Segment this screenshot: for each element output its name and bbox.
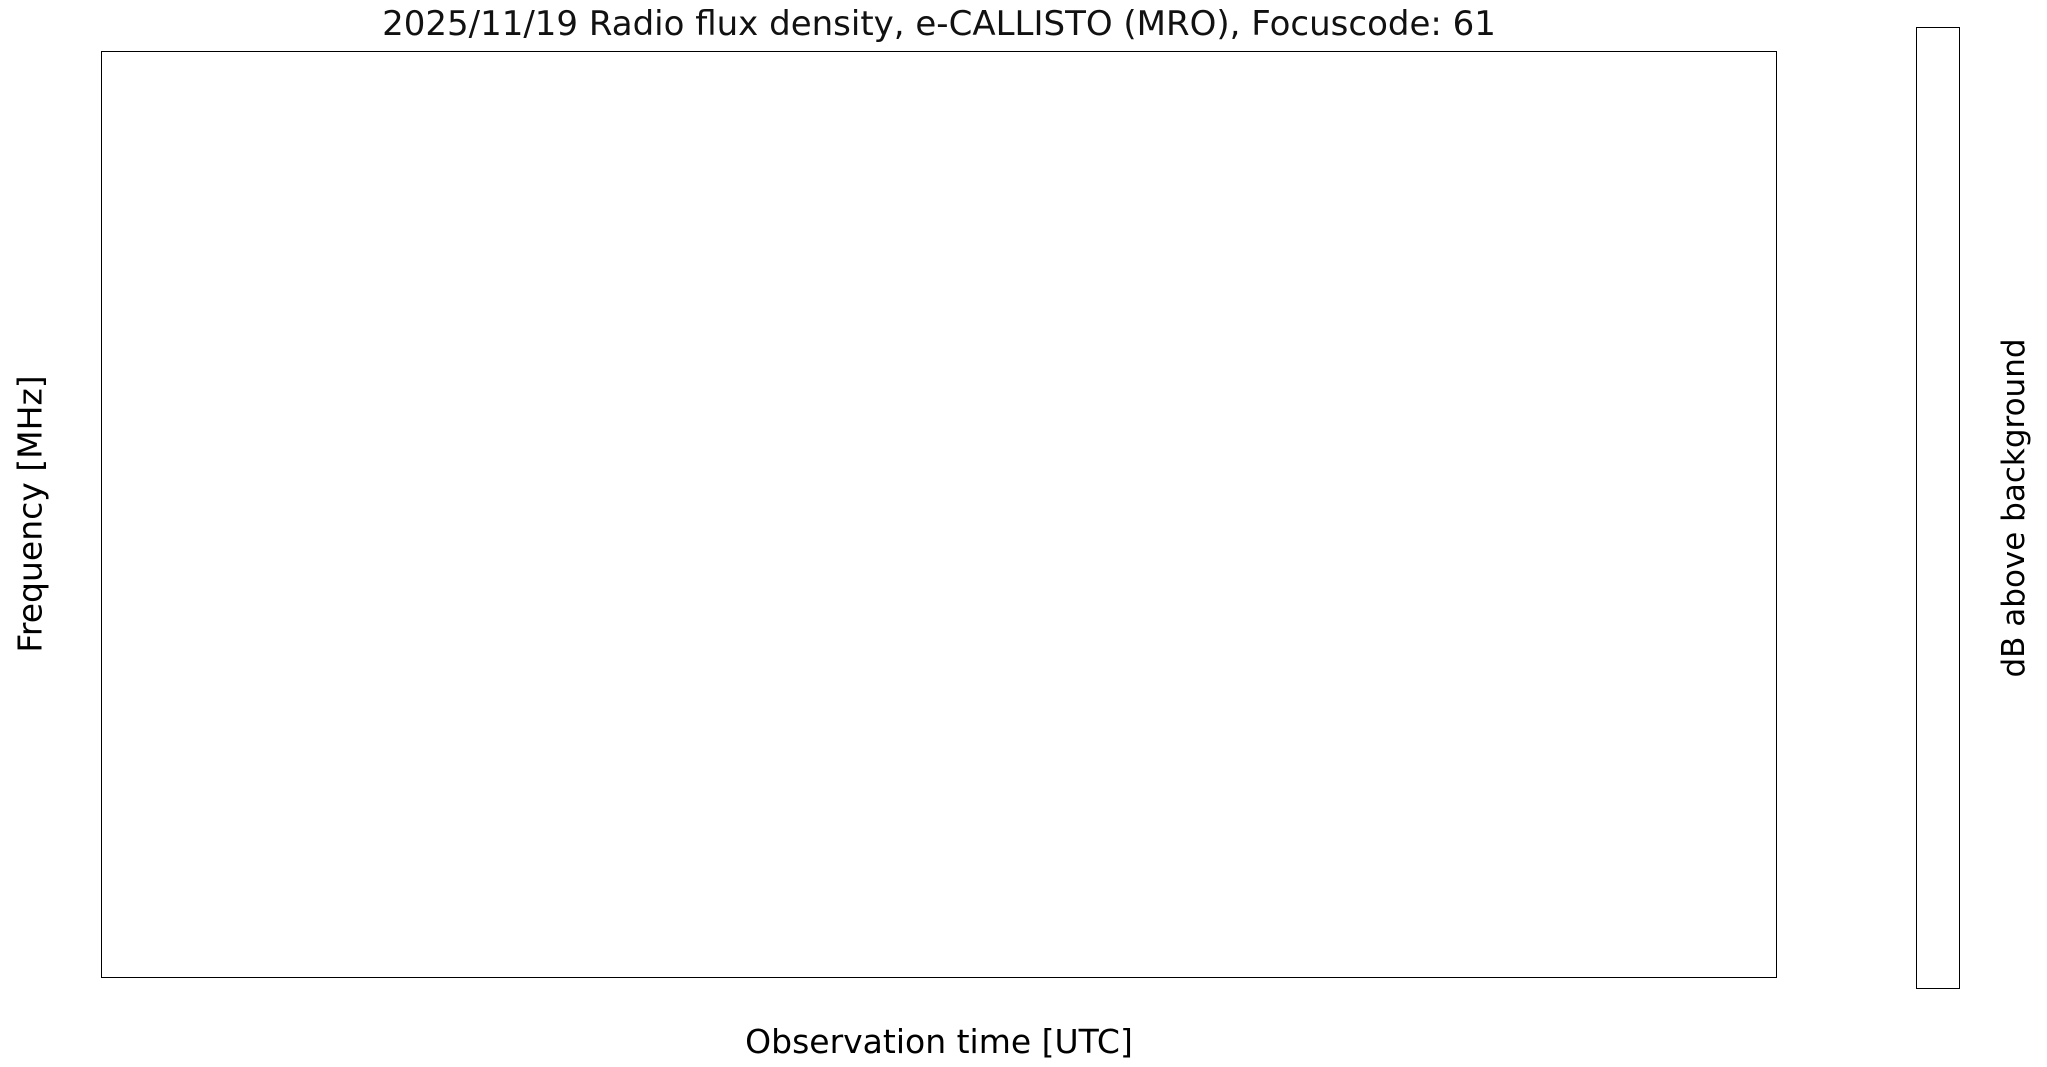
colorbar-label: dB above background (1996, 338, 2032, 678)
plot-area (101, 51, 1777, 978)
colorbar (1916, 27, 1960, 989)
spectrogram-canvas (102, 52, 1776, 977)
y-axis-label: Frequency [MHz] (10, 375, 50, 653)
colorbar-gradient-canvas (1917, 28, 1959, 988)
x-axis-label: Observation time [UTC] (745, 1022, 1133, 1061)
chart-title: 2025/11/19 Radio flux density, e-CALLIST… (382, 4, 1496, 44)
